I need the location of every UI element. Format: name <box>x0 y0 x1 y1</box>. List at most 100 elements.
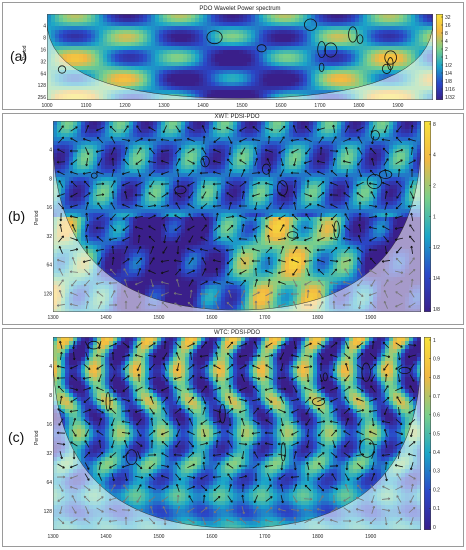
cone-of-influence <box>53 121 421 312</box>
colorbar-tick-label: 1 <box>433 338 436 344</box>
panel-b-title: XWT: PDSI-PDO <box>214 114 260 120</box>
colorbar-tick-label: 4 <box>433 153 436 159</box>
panel-b-x-axis: 1300 1400 1500 1600 1700 1800 1900 <box>47 315 376 321</box>
y-tick-label: 8 <box>43 36 46 42</box>
colorbar-tick-label: 0.2 <box>433 487 440 493</box>
y-tick-label: 8 <box>49 176 52 182</box>
significance-contours <box>90 130 393 239</box>
colorbar-tick-label: 1/16 <box>445 87 455 93</box>
panel-b-label: (b) <box>8 208 26 224</box>
y-tick-label: 8 <box>49 393 52 399</box>
colorbar-tick-label: 16 <box>445 23 451 29</box>
x-tick-label: 1200 <box>119 103 130 109</box>
x-tick-label: 1600 <box>206 315 217 321</box>
x-tick-label: 1500 <box>236 103 247 109</box>
y-tick-label: 128 <box>38 83 47 89</box>
x-tick-label: 1400 <box>197 103 208 109</box>
y-tick-label: 4 <box>49 148 52 154</box>
colorbar-tick-label: 2 <box>433 183 436 189</box>
panel-c-x-axis: 1300 1400 1500 1600 1700 1800 1900 <box>47 534 376 540</box>
panel-a-ylabel: Period <box>22 45 28 60</box>
phase-arrows <box>56 124 417 310</box>
colorbar-tick-label: 1/8 <box>433 307 440 312</box>
panel-a-wavelet-power-plot <box>47 14 433 100</box>
colorbar-tick-label: 8 <box>445 31 448 37</box>
colorbar-tick-label: 1/4 <box>433 276 440 282</box>
y-tick-label: 32 <box>46 451 52 457</box>
y-tick-label: 4 <box>49 364 52 370</box>
colorbar-tick-label: 1 <box>433 214 436 220</box>
panel-b-cross-wavelet-plot <box>53 121 421 312</box>
y-tick-label: 16 <box>46 422 52 428</box>
x-tick-label: 1900 <box>365 534 376 540</box>
colorbar-tick-label: 1/4 <box>445 71 452 77</box>
colorbar-tick-label: 2 <box>445 47 448 53</box>
panel-a-label: (a) <box>10 48 28 64</box>
y-tick-label: 128 <box>44 509 53 515</box>
panel-c-coherence-plot <box>53 337 421 530</box>
colorbar-tick-label: 1/2 <box>445 63 452 69</box>
x-tick-label: 1000 <box>41 103 52 109</box>
x-tick-label: 1400 <box>100 534 111 540</box>
y-tick-label: 64 <box>46 480 52 486</box>
panel-b-y-axis: 4 8 16 32 64 128 <box>44 148 53 298</box>
colorbar-tick-label: 0.6 <box>433 413 440 419</box>
cone-of-influence <box>53 337 421 530</box>
panel-c-title: WTC: PDSI-PDO <box>214 330 260 336</box>
x-tick-label: 1600 <box>275 103 286 109</box>
colorbar-tick-label: 0.9 <box>433 357 440 363</box>
x-tick-label: 1400 <box>100 315 111 321</box>
panel-a-x-axis: 1000 1100 1200 1300 1400 1500 1600 1700 1800 1900 <box>41 103 403 109</box>
panel-b-colorbar: 8 4 2 1 1/2 1/4 1/8 <box>424 121 440 312</box>
x-tick-label: 1300 <box>47 315 58 321</box>
panel-a-y-axis: 4 8 16 32 64 128 256 <box>38 24 47 101</box>
colorbar-tick-label: 32 <box>445 15 451 21</box>
phase-arrows <box>56 340 417 526</box>
x-tick-label: 1800 <box>312 315 323 321</box>
panel-c-colorbar: 1 0.9 0.8 0.7 0.6 0.5 0.4 0.3 0.2 0.1 0 <box>424 337 440 530</box>
x-tick-label: 1800 <box>312 534 323 540</box>
x-tick-label: 1500 <box>153 315 164 321</box>
x-tick-label: 1700 <box>314 103 325 109</box>
colorbar-tick-label: 4 <box>445 39 448 45</box>
x-tick-label: 1100 <box>81 103 92 109</box>
y-tick-label: 16 <box>40 47 46 53</box>
x-tick-label: 1300 <box>158 103 169 109</box>
significance-contours <box>87 340 411 466</box>
panel-a-title: PDO Wavelet Power spectrum <box>199 6 281 12</box>
significance-contours <box>57 18 397 74</box>
x-tick-label: 1800 <box>353 103 364 109</box>
x-tick-label: 1700 <box>259 315 270 321</box>
panel-a-colorbar: 32 16 8 4 2 1 1/2 1/4 1/8 1/16 1/32 <box>436 14 455 100</box>
panel-c-y-axis: 4 8 16 32 64 128 <box>44 364 53 515</box>
y-tick-label: 32 <box>40 59 46 65</box>
colorbar-tick-label: 0 <box>433 525 436 530</box>
x-tick-label: 1500 <box>153 534 164 540</box>
y-tick-label: 128 <box>44 291 53 297</box>
y-tick-label: 256 <box>38 95 47 101</box>
colorbar-tick-label: 0.5 <box>433 431 440 437</box>
heatmap-cells <box>47 14 433 100</box>
cone-of-influence <box>47 14 433 100</box>
colorbar-tick-label: 1/2 <box>433 245 440 251</box>
x-tick-label: 1900 <box>392 103 403 109</box>
colorbar-tick-label: 1/8 <box>445 79 452 85</box>
y-tick-label: 16 <box>46 205 52 211</box>
colorbar-tick-label: 0.4 <box>433 450 440 456</box>
x-tick-label: 1600 <box>206 534 217 540</box>
colorbar-tick-label: 0.3 <box>433 469 440 475</box>
x-tick-label: 1300 <box>47 534 58 540</box>
colorbar-tick-label: 1 <box>445 55 448 61</box>
panel-c-label: (c) <box>8 429 25 445</box>
colorbar-tick-label: 0.8 <box>433 375 440 381</box>
y-tick-label: 64 <box>40 71 46 77</box>
colorbar-tick-label: 8 <box>433 122 436 128</box>
y-tick-label: 32 <box>46 234 52 240</box>
colorbar-tick-label: 0.1 <box>433 506 440 512</box>
colorbar-tick-label: 1/32 <box>445 95 455 100</box>
x-tick-label: 1900 <box>365 315 376 321</box>
y-tick-label: 4 <box>43 24 46 30</box>
y-tick-label: 64 <box>46 263 52 269</box>
x-tick-label: 1700 <box>259 534 270 540</box>
colorbar-tick-label: 0.7 <box>433 394 440 400</box>
